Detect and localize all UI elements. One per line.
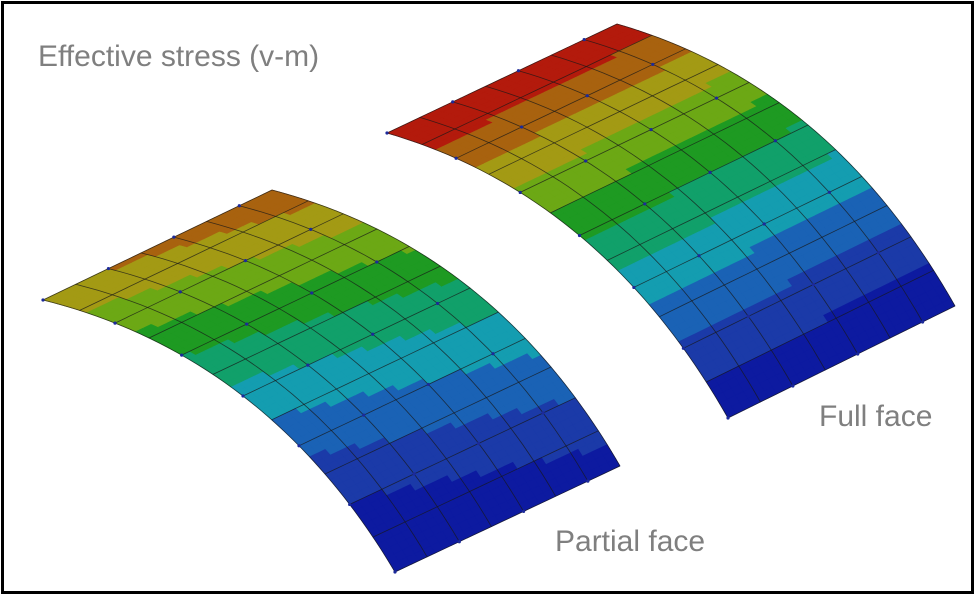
mesh-node bbox=[451, 100, 454, 103]
mesh-node bbox=[477, 442, 480, 445]
mesh-node bbox=[413, 472, 416, 475]
mesh-node bbox=[519, 191, 522, 194]
mesh-node bbox=[375, 260, 378, 263]
mesh-node bbox=[651, 63, 654, 66]
mesh-node bbox=[491, 352, 494, 355]
mesh-node bbox=[921, 320, 924, 323]
mesh-node bbox=[309, 228, 312, 231]
mesh-node bbox=[708, 171, 711, 174]
mesh-node bbox=[454, 157, 457, 160]
mesh-node bbox=[517, 69, 520, 72]
mesh-node bbox=[541, 411, 544, 414]
mesh-node bbox=[458, 540, 461, 543]
screenshot: Effective stress (v-m) Full face Partial… bbox=[0, 0, 975, 595]
mesh-node bbox=[586, 94, 589, 97]
mesh-node bbox=[520, 125, 523, 128]
mesh-node bbox=[697, 254, 700, 257]
mesh-node bbox=[436, 302, 439, 305]
title: Effective stress (v-m) bbox=[38, 40, 319, 73]
mesh-node bbox=[632, 286, 635, 289]
mesh-node bbox=[877, 251, 880, 254]
mesh-node bbox=[245, 322, 248, 325]
mesh-node bbox=[791, 384, 794, 387]
mesh-node bbox=[241, 394, 244, 397]
mesh-node bbox=[371, 333, 374, 336]
mesh-node bbox=[385, 131, 388, 134]
mesh-node bbox=[41, 298, 44, 301]
mesh-node bbox=[774, 139, 777, 142]
mesh-node bbox=[297, 444, 300, 447]
surface-label: Full face bbox=[819, 400, 932, 433]
mesh-node bbox=[362, 414, 365, 417]
mesh-node bbox=[747, 315, 750, 318]
mesh-node bbox=[584, 159, 587, 162]
mesh-node bbox=[393, 570, 396, 573]
mesh-node bbox=[682, 347, 685, 350]
mesh-node bbox=[113, 322, 116, 325]
mesh-node bbox=[522, 510, 525, 513]
mesh-node bbox=[586, 480, 589, 483]
mesh-node bbox=[649, 128, 652, 131]
mesh-node bbox=[643, 202, 646, 205]
mesh-node bbox=[180, 354, 183, 357]
mesh-node bbox=[427, 383, 430, 386]
mesh-node bbox=[763, 222, 766, 225]
mesh-node bbox=[107, 267, 110, 270]
mesh-node bbox=[306, 364, 309, 367]
mesh-node bbox=[578, 234, 581, 237]
mesh-node bbox=[172, 236, 175, 239]
surface-label: Partial face bbox=[555, 525, 705, 558]
page: Effective stress (v-m) Full face Partial… bbox=[0, 0, 975, 595]
mesh-node bbox=[828, 191, 831, 194]
mesh-node bbox=[348, 503, 351, 506]
mesh-node bbox=[244, 259, 247, 262]
mesh-node bbox=[856, 352, 859, 355]
mesh-node bbox=[812, 283, 815, 286]
mesh-node bbox=[238, 204, 241, 207]
mesh-node bbox=[179, 290, 182, 293]
mesh-node bbox=[583, 38, 586, 41]
mesh-node bbox=[726, 416, 729, 419]
mesh-node bbox=[715, 97, 718, 100]
mesh-node bbox=[310, 291, 313, 294]
